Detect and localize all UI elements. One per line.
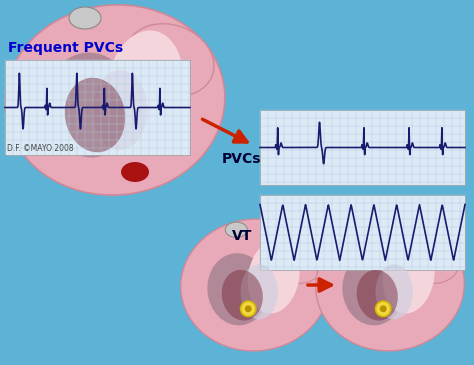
Ellipse shape bbox=[262, 232, 324, 283]
Bar bbox=[260, 195, 465, 270]
Ellipse shape bbox=[360, 222, 383, 237]
Bar bbox=[260, 110, 465, 185]
Ellipse shape bbox=[342, 253, 404, 325]
Ellipse shape bbox=[316, 219, 465, 351]
Ellipse shape bbox=[356, 270, 398, 320]
Ellipse shape bbox=[181, 219, 329, 351]
Ellipse shape bbox=[45, 53, 135, 157]
Text: D.F. ©MAYO 2008: D.F. ©MAYO 2008 bbox=[7, 144, 73, 153]
Ellipse shape bbox=[69, 7, 101, 29]
Ellipse shape bbox=[240, 264, 278, 319]
Ellipse shape bbox=[65, 78, 125, 152]
Text: Frequent PVCs: Frequent PVCs bbox=[8, 41, 123, 55]
Ellipse shape bbox=[225, 222, 247, 237]
Ellipse shape bbox=[383, 239, 435, 314]
Text: VT: VT bbox=[232, 229, 252, 243]
Circle shape bbox=[245, 306, 252, 312]
Bar bbox=[5, 60, 190, 155]
Ellipse shape bbox=[121, 162, 149, 182]
Ellipse shape bbox=[222, 270, 263, 320]
Circle shape bbox=[240, 301, 256, 316]
Ellipse shape bbox=[5, 5, 225, 195]
Text: PVCs: PVCs bbox=[222, 152, 262, 166]
Ellipse shape bbox=[375, 264, 413, 319]
Ellipse shape bbox=[207, 253, 269, 325]
Ellipse shape bbox=[92, 70, 147, 150]
Circle shape bbox=[380, 306, 387, 312]
Ellipse shape bbox=[397, 232, 459, 283]
Ellipse shape bbox=[107, 30, 183, 139]
Ellipse shape bbox=[126, 24, 214, 96]
Ellipse shape bbox=[248, 239, 300, 314]
Circle shape bbox=[375, 301, 391, 316]
